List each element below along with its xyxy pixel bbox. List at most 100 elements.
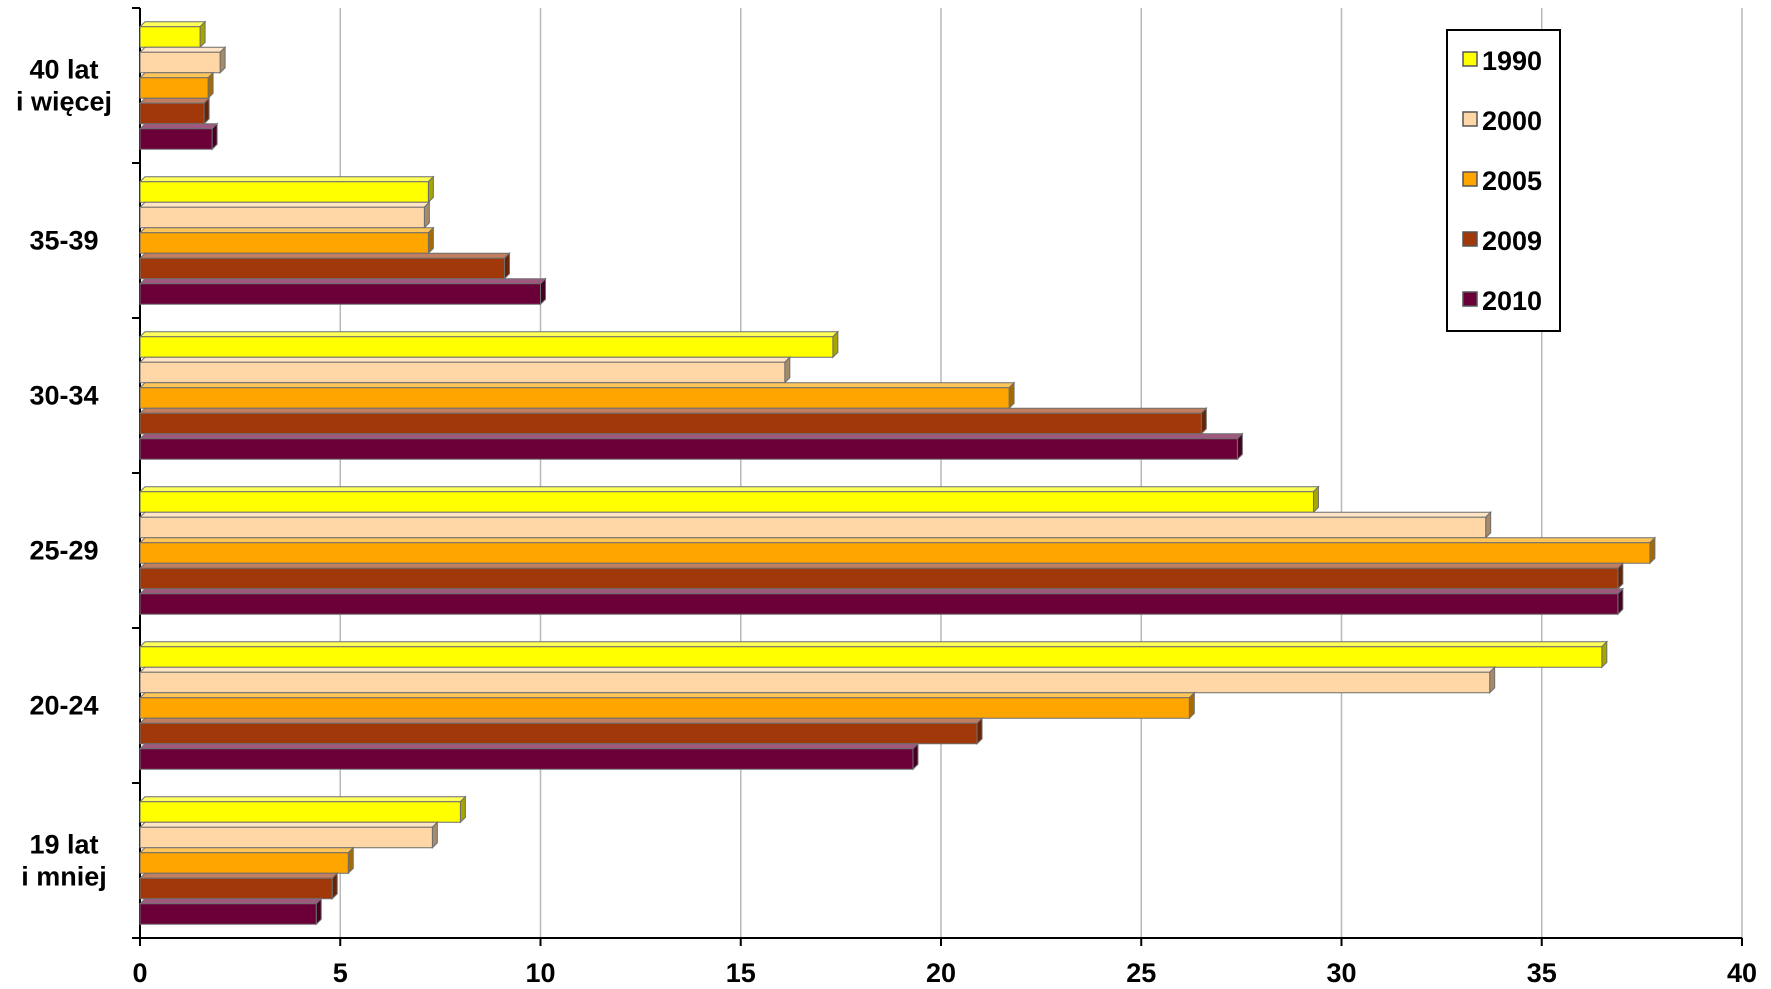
bars bbox=[138, 20, 1657, 926]
x-tick-label-25: 25 bbox=[1126, 958, 1156, 984]
bar-2010-5 bbox=[139, 903, 317, 925]
bar-top-2009-0 bbox=[138, 97, 211, 104]
bar-1990-4 bbox=[139, 646, 1603, 668]
x-tick-label-5: 5 bbox=[333, 958, 348, 984]
category-label-0: 40 lat i więcej bbox=[16, 55, 112, 117]
x-tick-label-15: 15 bbox=[726, 958, 756, 984]
bar-side-2009-5 bbox=[331, 872, 338, 900]
bar-top-2000-3 bbox=[138, 511, 1492, 518]
category-labels: 40 lat i więcej 35-39 30-34 25-29 20-24 19 lat… bbox=[16, 55, 112, 892]
bar-2010-2 bbox=[139, 438, 1238, 460]
bar-top-2010-2 bbox=[138, 433, 1244, 440]
bar-side-2009-0 bbox=[203, 97, 210, 125]
bar-2005-1 bbox=[139, 232, 429, 254]
bar-side-2005-5 bbox=[347, 846, 354, 875]
bar-2010-1 bbox=[139, 283, 541, 305]
bar-side-2005-4 bbox=[1188, 691, 1195, 720]
category-label-5: 19 lat i mniej bbox=[21, 830, 107, 892]
legend-label-2010: 2010 bbox=[1482, 286, 1542, 316]
legend-swatch-2010 bbox=[1462, 291, 1478, 307]
bar-2009-5 bbox=[139, 877, 333, 900]
bar-side-2005-0 bbox=[207, 71, 214, 100]
legend: 1990 2000 2005 2009 2010 bbox=[1446, 29, 1561, 332]
bar-top-2005-4 bbox=[138, 692, 1196, 699]
bar-side-1990-1 bbox=[427, 175, 434, 204]
bar-side-2009-4 bbox=[976, 717, 983, 745]
bar-2009-3 bbox=[139, 567, 1619, 590]
legend-swatch-2005 bbox=[1462, 171, 1478, 187]
bar-side-2005-1 bbox=[427, 226, 434, 255]
bar-2009-1 bbox=[139, 257, 505, 280]
bar-top-1990-0 bbox=[138, 21, 207, 28]
bar-2010-4 bbox=[139, 748, 914, 770]
x-tick-label-30: 30 bbox=[1326, 958, 1356, 984]
bar-side-2010-1 bbox=[540, 277, 546, 306]
axes bbox=[132, 7, 1743, 946]
bar-1990-5 bbox=[139, 801, 461, 823]
bar-side-2005-2 bbox=[1008, 381, 1015, 410]
bar-top-2009-1 bbox=[138, 252, 511, 259]
category-label-4: 20-24 bbox=[29, 691, 98, 721]
legend-label-2000: 2000 bbox=[1482, 106, 1542, 136]
bar-2010-0 bbox=[139, 128, 213, 150]
bar-top-2005-0 bbox=[138, 72, 215, 79]
bar-2000-1 bbox=[139, 206, 425, 229]
bar-1990-0 bbox=[139, 26, 201, 48]
bar-top-2000-2 bbox=[138, 356, 792, 363]
category-label-3: 25-29 bbox=[29, 536, 98, 566]
bar-top-2009-5 bbox=[138, 872, 339, 879]
bar-side-1990-2 bbox=[832, 330, 839, 359]
bar-side-2010-5 bbox=[315, 897, 322, 926]
bar-top-1990-5 bbox=[138, 796, 467, 803]
bar-side-2000-4 bbox=[1489, 666, 1496, 694]
bar-top-2010-4 bbox=[138, 743, 920, 750]
bar-1990-2 bbox=[139, 336, 834, 358]
bar-side-2009-2 bbox=[1200, 407, 1207, 435]
category-label-2: 30-34 bbox=[29, 381, 98, 411]
bar-top-1990-4 bbox=[138, 641, 1609, 648]
bar-2000-0 bbox=[139, 51, 221, 74]
bar-top-2010-1 bbox=[138, 278, 547, 285]
bar-side-2005-3 bbox=[1649, 536, 1656, 565]
legend-label-1990: 1990 bbox=[1482, 46, 1542, 76]
bar-top-2010-3 bbox=[138, 588, 1625, 595]
bar-2000-3 bbox=[139, 516, 1487, 539]
bar-2009-4 bbox=[139, 722, 978, 745]
bar-side-2000-2 bbox=[784, 356, 791, 384]
bar-top-2005-1 bbox=[138, 227, 435, 234]
bar-top-2010-5 bbox=[138, 898, 323, 905]
legend-swatch-2000 bbox=[1462, 111, 1478, 127]
bar-top-2009-4 bbox=[138, 717, 984, 724]
bar-top-2000-5 bbox=[138, 821, 439, 828]
bar-top-1990-2 bbox=[138, 331, 840, 338]
bar-side-2010-0 bbox=[211, 122, 218, 151]
bar-side-2010-2 bbox=[1236, 432, 1243, 461]
bar-2005-0 bbox=[139, 77, 209, 99]
x-tick-label-35: 35 bbox=[1527, 958, 1557, 984]
bar-2000-4 bbox=[139, 671, 1491, 694]
bar-top-2009-2 bbox=[138, 407, 1208, 414]
x-tick-label-20: 20 bbox=[926, 958, 956, 984]
bar-2010-3 bbox=[139, 593, 1619, 615]
bar-2000-2 bbox=[139, 361, 786, 384]
bar-2005-5 bbox=[139, 852, 349, 874]
bar-top-2005-2 bbox=[138, 382, 1016, 389]
bar-side-1990-5 bbox=[459, 795, 466, 824]
bar-top-1990-1 bbox=[138, 176, 435, 183]
bar-top-1990-3 bbox=[138, 486, 1320, 493]
bar-2009-0 bbox=[139, 102, 205, 125]
bar-top-2010-0 bbox=[138, 123, 219, 130]
legend-label-2009: 2009 bbox=[1482, 226, 1542, 256]
bar-top-2005-3 bbox=[138, 537, 1657, 544]
bar-side-2009-1 bbox=[503, 252, 510, 280]
bar-side-1990-0 bbox=[199, 20, 206, 49]
bar-1990-3 bbox=[139, 491, 1314, 513]
bar-top-2005-5 bbox=[138, 847, 355, 854]
bar-2005-2 bbox=[139, 387, 1010, 409]
legend-label-2005: 2005 bbox=[1482, 166, 1542, 196]
bar-side-2000-0 bbox=[219, 46, 226, 74]
x-tick-labels: 0 5 10 15 20 25 30 35 40 bbox=[132, 958, 1757, 988]
bar-side-2000-5 bbox=[431, 821, 438, 849]
